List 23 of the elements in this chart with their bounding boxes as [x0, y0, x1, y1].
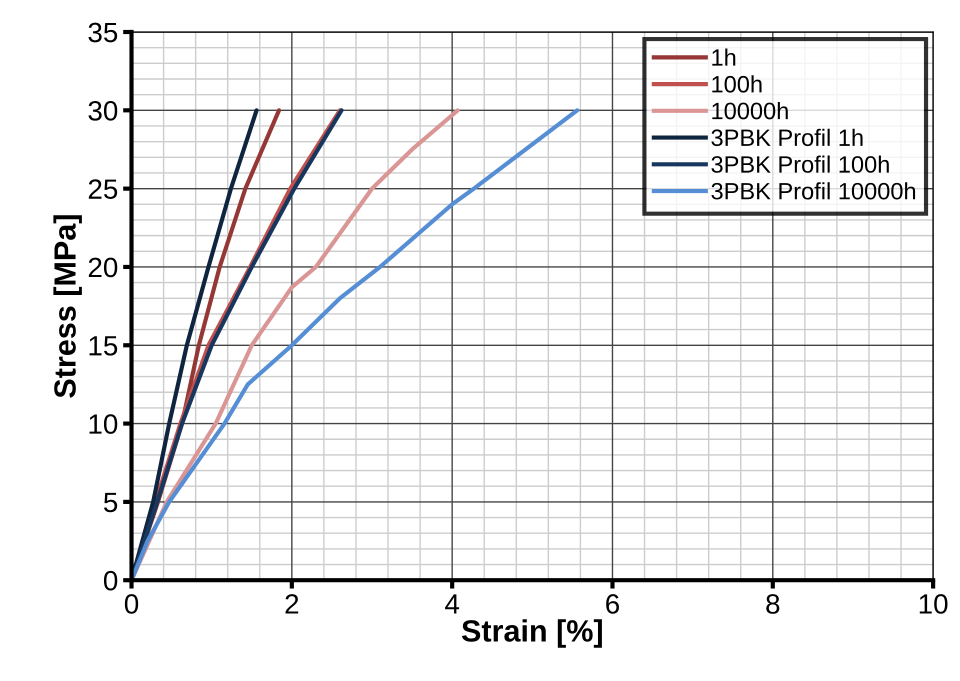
legend-label: 10000h [712, 102, 788, 120]
y-tick-label: 0 [104, 570, 118, 591]
y-tick-label: 10 [90, 414, 118, 434]
x-axis-title: Strain [%] [462, 619, 602, 648]
legend-label: 100h [712, 75, 762, 93]
x-tick-label: 4 [445, 594, 460, 614]
x-tick-label: 6 [606, 594, 619, 614]
x-tick-label: 8 [766, 594, 780, 614]
legend-label: 1h [712, 48, 736, 66]
legend-label: 3PBK Profil 100h [711, 155, 889, 173]
y-tick-label: 15 [90, 336, 118, 356]
y-tick-label: 5 [104, 492, 118, 512]
legend-label: 3PBK Profil 10000h [711, 182, 916, 200]
x-tick-label: 2 [286, 594, 298, 614]
y-tick-label: 35 [88, 22, 118, 42]
x-tick-label: 10 [920, 594, 948, 614]
y-axis-title: Stress [MPa] [53, 215, 82, 398]
legend-label: 3PBK Profil 1h [711, 128, 863, 146]
y-tick-label: 20 [88, 258, 118, 278]
x-tick-label: 0 [124, 594, 138, 614]
y-tick-label: 25 [88, 179, 118, 199]
y-tick-label: 30 [88, 100, 118, 121]
line-series [132, 108, 580, 580]
